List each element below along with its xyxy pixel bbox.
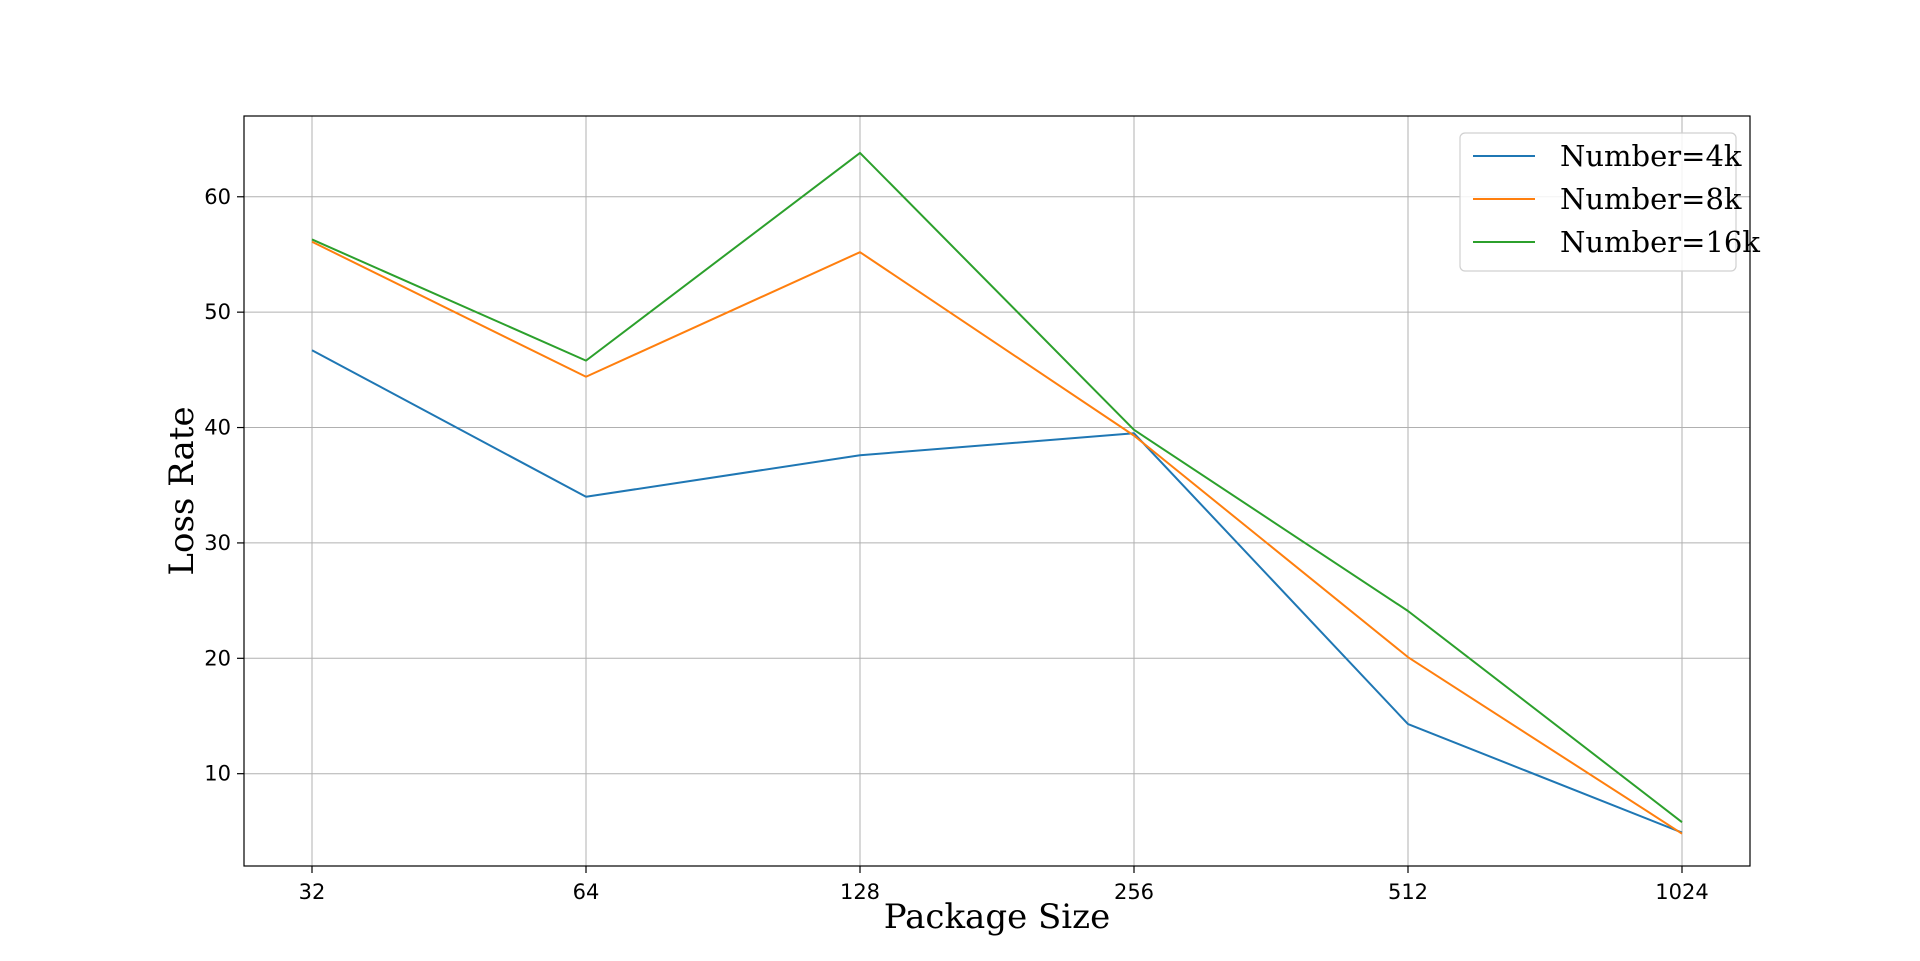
y-tick-label: 60 xyxy=(204,185,231,209)
x-tick-label: 256 xyxy=(1114,880,1154,904)
legend-label: Number=8k xyxy=(1560,182,1742,216)
legend-box xyxy=(1459,132,1737,272)
x-tick-label: 64 xyxy=(573,880,600,904)
legend-label: Number=16k xyxy=(1560,225,1760,259)
y-tick-label: 50 xyxy=(204,300,231,324)
x-tick-label: 512 xyxy=(1388,880,1428,904)
x-tick-label: 128 xyxy=(840,880,880,904)
x-axis-title: Package Size xyxy=(884,897,1110,937)
plot-frame xyxy=(243,115,1751,867)
y-tick-label: 40 xyxy=(204,416,231,440)
series-line xyxy=(311,240,1683,835)
series-lines xyxy=(311,151,1683,835)
y-tick-label: 10 xyxy=(204,762,231,786)
y-tick-label: 30 xyxy=(204,531,231,555)
y-axis-title: Loss Rate xyxy=(162,406,202,575)
series-line xyxy=(311,151,1683,823)
y-axis-ticks: 10 20 30 40 50 60 xyxy=(204,185,244,786)
x-tick-label: 32 xyxy=(299,880,326,904)
series-line xyxy=(311,349,1683,834)
x-tick-label: 1024 xyxy=(1655,880,1708,904)
legend: Number=4k Number=8k Number=16k xyxy=(1459,132,1760,272)
x-axis-ticks: 32 64 128 256 512 1024 xyxy=(299,866,1709,904)
legend-label: Number=4k xyxy=(1560,139,1742,173)
y-tick-label: 20 xyxy=(204,646,231,670)
